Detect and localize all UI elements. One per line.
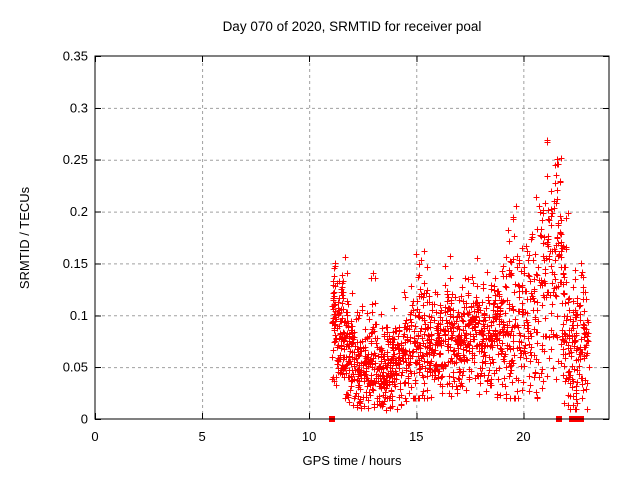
- y-tick-label: 0.05: [63, 360, 88, 375]
- y-tick-label: 0.15: [63, 256, 88, 271]
- x-tick-labels: 0 5 10 15 20: [91, 429, 530, 444]
- x-tick-label: 20: [516, 429, 530, 444]
- y-tick-label: 0.25: [63, 152, 88, 167]
- y-tick-label: 0: [81, 412, 88, 427]
- plot-title: Day 070 of 2020, SRMTID for receiver poa…: [223, 19, 482, 34]
- x-tick-label: 15: [409, 429, 423, 444]
- grid-lines: [96, 57, 608, 418]
- plot-border: [94, 55, 610, 420]
- x-axis-label: GPS time / hours: [303, 453, 402, 468]
- y-tick-label: 0.2: [70, 204, 88, 219]
- x-tick-label: 10: [302, 429, 316, 444]
- x-tick-label: 5: [198, 429, 205, 444]
- data-points-series: [329, 137, 593, 414]
- y-tick-label: 0.3: [70, 100, 88, 115]
- axis-ticks: [95, 56, 609, 420]
- y-tick-labels: 0 0.05 0.1 0.15 0.2 0.25 0.3 0.35: [63, 49, 88, 427]
- plus-marker-path: [329, 137, 593, 414]
- x-tick-label: 0: [91, 429, 98, 444]
- y-tick-label: 0.35: [63, 49, 88, 64]
- y-tick-label: 0.1: [70, 308, 88, 323]
- y-axis-label: SRMTID / TECUs: [17, 186, 32, 289]
